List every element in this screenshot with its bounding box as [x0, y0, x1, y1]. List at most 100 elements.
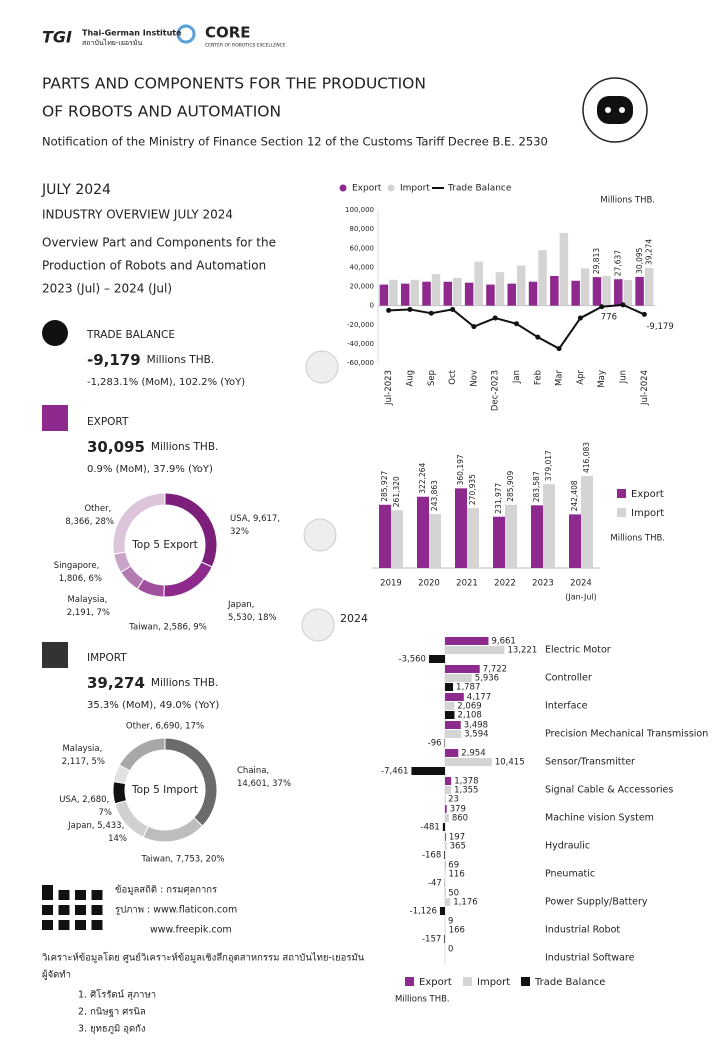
value-label: 5,936	[475, 674, 499, 684]
legend-swatch	[339, 184, 347, 192]
value-label: 50	[448, 889, 459, 899]
y-tick-label: 40,000	[350, 263, 375, 271]
kpi-value-line: -9,179 Millions THB.	[87, 351, 214, 369]
bar	[543, 484, 555, 568]
bar	[443, 281, 453, 306]
qr-cell	[91, 920, 97, 925]
qr-cell	[97, 890, 103, 895]
balance-point	[556, 346, 562, 352]
value-label: 322,264	[418, 463, 427, 494]
bar	[635, 276, 644, 306]
author: 3. ยุทธภูมิ อุดกัง	[78, 1024, 146, 1035]
value-label: 242,408	[570, 480, 579, 511]
unit: Millions THB.	[600, 196, 655, 206]
chart-title: 2024	[340, 612, 368, 625]
bar	[493, 516, 505, 568]
x-tick-label: Jul-2024	[640, 370, 650, 406]
qr-cell	[80, 910, 86, 915]
qr-cell	[42, 890, 48, 895]
qr-cell	[80, 920, 86, 925]
slice-label-line: 32%	[230, 527, 249, 537]
balance-point	[492, 315, 498, 321]
value-label: 1,378	[454, 777, 478, 787]
qr-cell	[75, 890, 81, 895]
x-tick-label: 2024	[570, 579, 592, 589]
slice-label: Singapore, 1,806, 6%	[54, 561, 102, 584]
kpi-label: TRADE BALANCE	[86, 329, 175, 341]
slice-label: Japan, 5,433, 14%	[67, 821, 127, 844]
donut-slice	[118, 737, 166, 772]
legend-label: Trade Balance	[447, 184, 512, 194]
bar	[528, 281, 538, 306]
slice-label: Malaysia, 2,117, 5%	[62, 744, 105, 767]
qr-cell	[47, 905, 53, 910]
value-label: -96	[428, 739, 442, 749]
value-label: 3,594	[464, 730, 488, 740]
value-label: 29,813	[592, 248, 601, 274]
x-tick-label: Nov	[469, 370, 479, 387]
bar	[445, 805, 447, 813]
donut-center: Top 5 Export	[131, 539, 197, 551]
qr-cell	[64, 895, 70, 900]
subtitle: Notification of the Ministry of Finance …	[42, 135, 548, 149]
value-label: 166	[449, 926, 465, 936]
slice-label-line: Japan, 5,433,	[67, 821, 127, 831]
legend-swatch	[405, 977, 414, 986]
bar	[614, 279, 623, 306]
kpi-change: -1,283.1% (MoM), 102.2% (YoY)	[87, 377, 245, 388]
legend-label: Import	[477, 977, 510, 988]
bar	[445, 721, 461, 729]
x-tick-label: 2019	[380, 579, 402, 589]
value-label: 13,221	[507, 646, 537, 656]
unit: Millions THB.	[610, 534, 665, 544]
balance-point	[428, 310, 434, 316]
value-label: 231,977	[494, 482, 503, 513]
unit: Millions THB.	[395, 995, 450, 1005]
slice-label-line: 5,530, 18%	[228, 613, 277, 623]
title: PARTS AND COMPONENTS FOR THE PRODUCTION	[42, 75, 426, 93]
y-tick-label: -60,000	[347, 359, 374, 367]
qr-cell	[58, 920, 64, 925]
value-label: 69	[448, 861, 459, 871]
qr-cell	[42, 885, 48, 890]
category-label: Industrial Software	[545, 953, 635, 964]
bar	[391, 510, 403, 568]
value-label: 9,661	[491, 637, 515, 647]
value-label: 1,176	[453, 898, 477, 908]
slice-label-line: 2,117, 5%	[62, 757, 105, 767]
bar	[505, 504, 517, 568]
doc-icon	[301, 608, 335, 642]
slice-label: Other, 8,366, 28%	[65, 504, 114, 527]
bar	[455, 488, 467, 568]
x-tick-label: Jul-2023	[384, 370, 394, 406]
logo-thai: สถาบันไทย-เยอรมัน	[82, 38, 143, 47]
qr-cell	[91, 910, 97, 915]
value-label: 27,637	[614, 250, 623, 276]
balance-point	[514, 321, 519, 327]
bar	[445, 777, 452, 785]
legend-swatch	[521, 977, 530, 986]
value-label: 365	[450, 842, 466, 852]
legend-swatch	[463, 977, 472, 986]
x-tick-label: Feb	[533, 370, 543, 385]
bar	[507, 283, 516, 306]
category-label: Power Supply/Battery	[545, 897, 648, 908]
value-label: -9,179	[646, 322, 673, 332]
slice-label: Other, 6,690, 17%	[126, 722, 204, 732]
x-tick-label: Apr	[576, 370, 586, 385]
bar	[445, 749, 459, 757]
qr-cell	[80, 895, 86, 900]
bar	[417, 496, 429, 568]
qr-cell	[97, 925, 103, 930]
slice-label-line: 14%	[108, 834, 127, 844]
kpi-change: 35.3% (MoM), 49.0% (YoY)	[87, 700, 219, 711]
value-label: -1,126	[410, 907, 437, 917]
value-label: 360,197	[456, 454, 465, 485]
bar	[445, 665, 480, 673]
value-label: 270,935	[468, 474, 477, 505]
overview-line: Production of Robots and Automation	[42, 259, 266, 273]
slice-label-line: USA, 2,680,	[59, 795, 112, 805]
value-label: -47	[428, 879, 442, 889]
bar	[411, 767, 445, 775]
bar	[445, 730, 462, 738]
